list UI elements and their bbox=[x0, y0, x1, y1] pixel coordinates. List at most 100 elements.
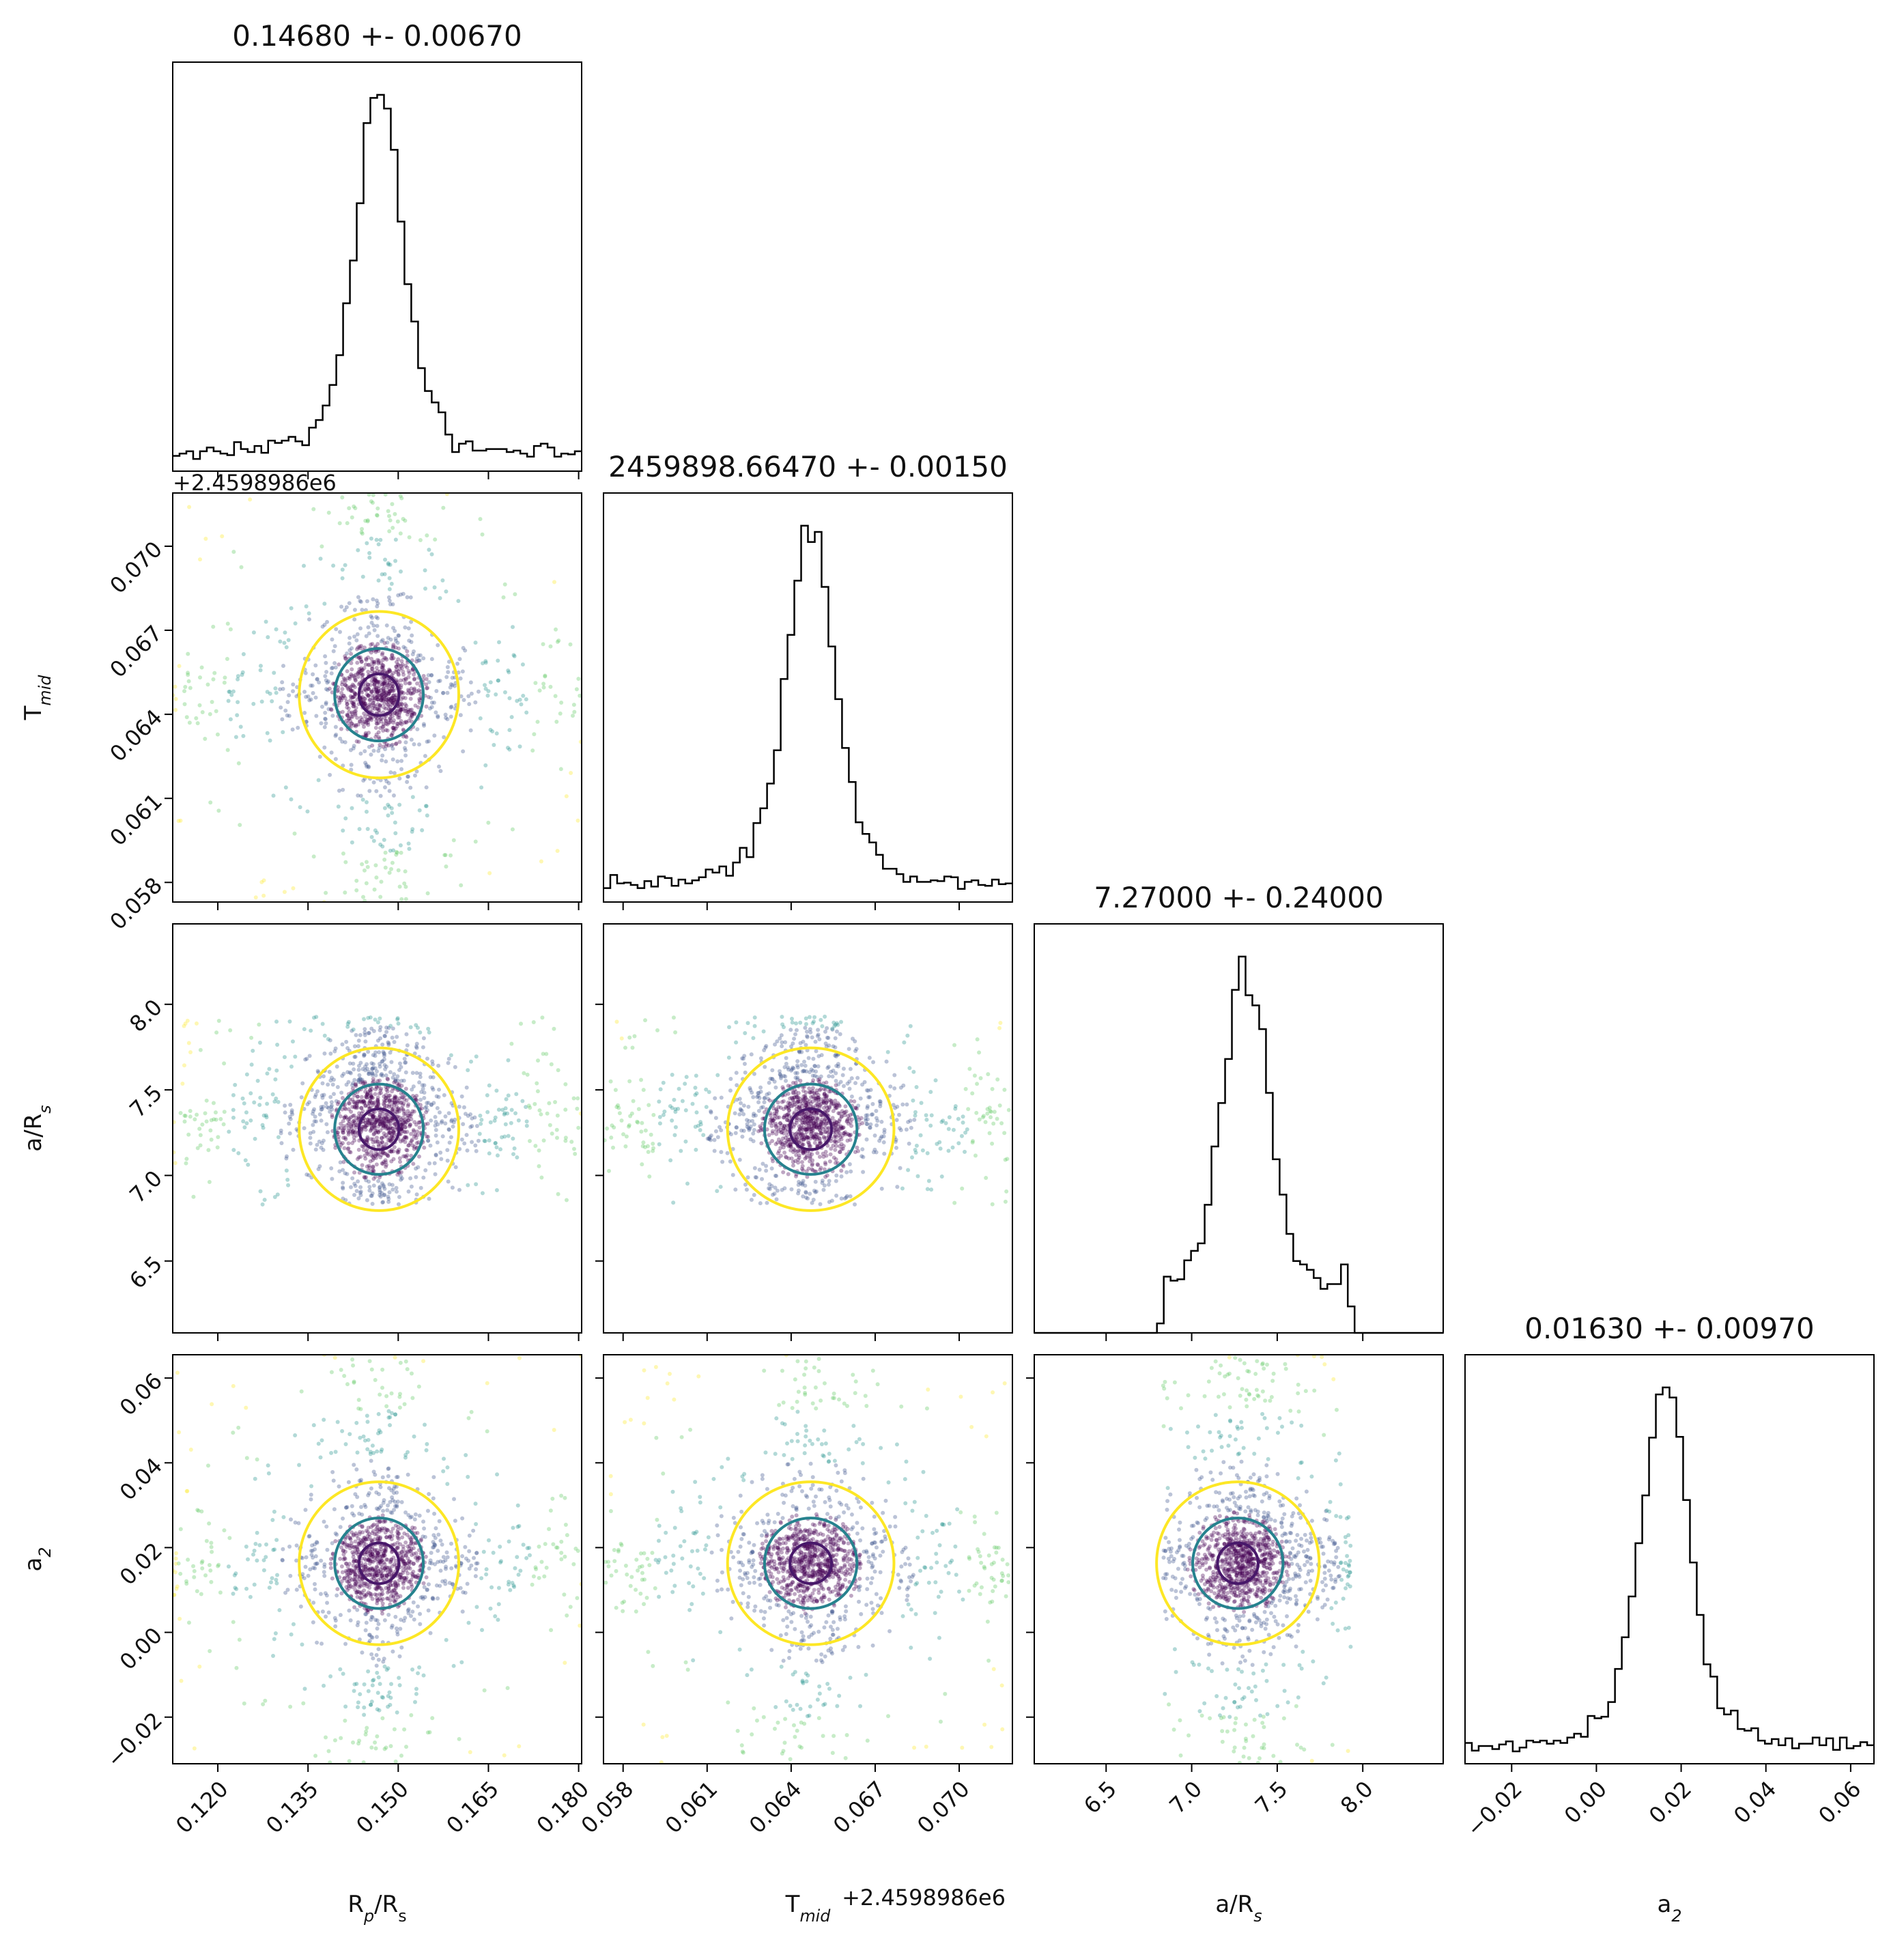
scatter-point bbox=[248, 1118, 253, 1123]
scatter-point bbox=[365, 1117, 370, 1122]
scatter-point bbox=[453, 1065, 457, 1069]
scatter-point bbox=[784, 1118, 789, 1123]
scatter-point bbox=[222, 1061, 227, 1066]
scatter-point bbox=[780, 1142, 785, 1147]
scatter-point bbox=[368, 1015, 373, 1020]
scatter-point bbox=[387, 1190, 392, 1195]
scatter-point bbox=[375, 1085, 380, 1090]
scatter-point bbox=[380, 692, 384, 697]
scatter-point bbox=[627, 1123, 631, 1127]
scatter-point bbox=[791, 1163, 795, 1168]
scatter-point bbox=[369, 1137, 373, 1142]
scatter-point bbox=[379, 639, 384, 644]
scatter-point bbox=[403, 706, 408, 711]
scatter-point bbox=[236, 1425, 241, 1430]
scatter-point bbox=[748, 1126, 752, 1131]
scatter-point bbox=[990, 1202, 995, 1207]
scatter-point bbox=[844, 1119, 849, 1124]
scatter-point bbox=[928, 1090, 933, 1095]
scatter-point bbox=[374, 718, 379, 723]
scatter-point bbox=[345, 1129, 350, 1134]
scatter-point bbox=[539, 1560, 544, 1564]
scatter-point bbox=[479, 1121, 483, 1126]
scatter-point bbox=[812, 1140, 817, 1145]
scatter-point bbox=[754, 1175, 759, 1180]
scatter-point bbox=[187, 505, 192, 509]
scatter-point bbox=[352, 1130, 357, 1135]
scatter-point bbox=[391, 1149, 396, 1154]
scatter-point bbox=[351, 1363, 356, 1368]
scatter-point bbox=[758, 1128, 763, 1133]
scatter-point bbox=[354, 678, 358, 683]
scatter-point bbox=[808, 1114, 812, 1119]
scatter-point bbox=[320, 1022, 325, 1026]
scatter-point bbox=[825, 1173, 829, 1178]
scatter-point bbox=[747, 1118, 752, 1123]
scatter-point bbox=[399, 696, 404, 701]
scatter-point bbox=[352, 634, 357, 639]
scatter-point bbox=[406, 841, 411, 846]
scatter-point bbox=[399, 1091, 403, 1096]
scatter-point bbox=[319, 1438, 324, 1443]
scatter-point bbox=[320, 1609, 325, 1614]
scatter-point bbox=[946, 1149, 951, 1153]
scatter-point bbox=[366, 693, 371, 698]
scatter-point bbox=[496, 658, 500, 663]
scatter-point bbox=[179, 1678, 184, 1683]
scatter-point bbox=[802, 1059, 807, 1064]
scatter-point bbox=[820, 1178, 825, 1183]
scatter-point bbox=[799, 1123, 804, 1128]
scatter-point bbox=[773, 1113, 778, 1118]
scatter-point bbox=[425, 740, 429, 744]
scatter-point bbox=[378, 1088, 383, 1093]
scatter-point bbox=[879, 1119, 884, 1124]
scatter-point bbox=[834, 1120, 839, 1125]
scatter-point bbox=[793, 1122, 797, 1127]
scatter-point bbox=[819, 1121, 824, 1125]
scatter-point bbox=[384, 1025, 389, 1030]
scatter-point bbox=[905, 1033, 910, 1038]
scatter-point bbox=[369, 1112, 374, 1117]
scatter-point bbox=[374, 1130, 379, 1135]
scatter-point bbox=[425, 1508, 430, 1513]
scatter-point bbox=[768, 1113, 773, 1118]
scatter-point bbox=[385, 683, 390, 688]
scatter-point bbox=[204, 1119, 209, 1124]
scatter-point bbox=[363, 749, 367, 754]
scatter-point bbox=[244, 1545, 248, 1549]
scatter-point bbox=[345, 668, 350, 673]
scatter-point bbox=[371, 1154, 375, 1159]
scatter-point bbox=[341, 1159, 346, 1164]
scatter-point bbox=[398, 592, 403, 597]
scatter-point bbox=[406, 774, 410, 779]
scatter-point bbox=[427, 1196, 431, 1201]
scatter-point bbox=[797, 1131, 802, 1136]
scatter-point bbox=[375, 1118, 380, 1123]
scatter-point bbox=[371, 1165, 375, 1170]
scatter-point bbox=[374, 1119, 379, 1124]
scatter-point bbox=[853, 1081, 858, 1086]
scatter-point bbox=[547, 1101, 552, 1106]
scatter-point bbox=[801, 1168, 806, 1172]
scatter-point bbox=[806, 1166, 811, 1171]
scatter-point bbox=[375, 690, 380, 695]
scatter-point bbox=[410, 795, 415, 800]
scatter-point bbox=[388, 705, 393, 709]
scatter-point bbox=[347, 1061, 352, 1066]
scatter-point bbox=[371, 1077, 375, 1082]
scatter-point bbox=[381, 686, 386, 691]
scatter-point bbox=[787, 1108, 792, 1112]
scatter-point bbox=[803, 1095, 808, 1099]
scatter-point bbox=[901, 1083, 906, 1088]
scatter-point bbox=[373, 690, 378, 694]
scatter-point bbox=[786, 1067, 791, 1072]
scatter-point bbox=[698, 1127, 702, 1132]
scatter-point bbox=[382, 838, 386, 843]
scatter-point bbox=[375, 680, 380, 685]
scatter-point bbox=[371, 701, 375, 705]
scatter-point bbox=[408, 716, 413, 720]
scatter-point bbox=[227, 1129, 231, 1134]
scatter-point bbox=[390, 1129, 395, 1134]
scatter-point bbox=[327, 686, 332, 691]
scatter-point bbox=[370, 1103, 375, 1108]
